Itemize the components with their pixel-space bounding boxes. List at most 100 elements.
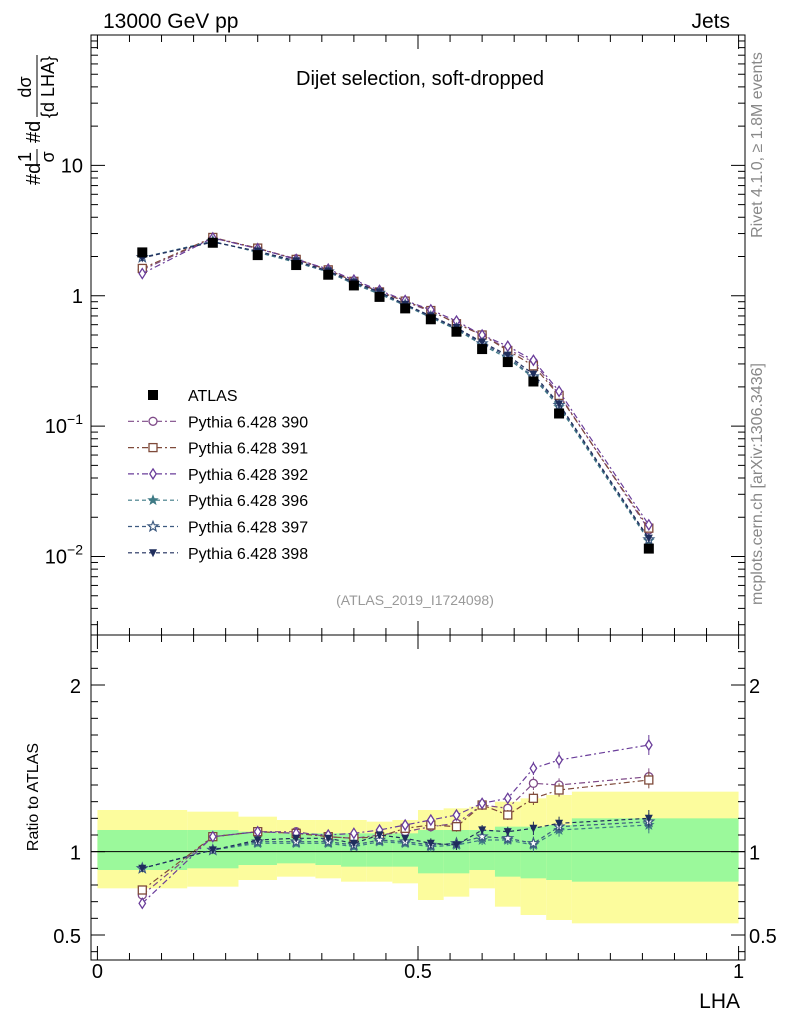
y-label-frac2-num: dσ (15, 76, 35, 97)
ratio-tick-label-left: 1 (70, 843, 81, 865)
analysis-tag: (ATLAS_2019_I1724098) (336, 592, 494, 608)
ratio-point (555, 819, 564, 828)
series-point (529, 354, 538, 367)
ratio-point (478, 826, 487, 835)
legend-item: Pythia 6.428 398 (128, 546, 308, 563)
ratio-point (138, 864, 147, 873)
y-tick-label: 10−2 (45, 542, 83, 569)
atlas-data-point (554, 408, 565, 419)
x-tick-label: 1 (733, 961, 744, 983)
ratio-point (349, 839, 358, 848)
ratio-point (644, 738, 653, 752)
ratio-point (426, 839, 435, 848)
series-point (138, 267, 147, 280)
series-line (142, 237, 650, 531)
legend-marker (148, 442, 158, 453)
ratio-series-pythia-6-428-398 (138, 810, 653, 873)
ratio-point (503, 792, 512, 805)
chart-title: Dijet selection, soft-dropped (296, 68, 544, 90)
series-point (503, 351, 512, 360)
legend-item: Pythia 6.428 391 (128, 441, 308, 458)
legend-label: Pythia 6.428 392 (188, 467, 308, 484)
legend-label: Pythia 6.428 396 (188, 493, 308, 510)
atlas-data (137, 237, 654, 554)
y-label-mid: #d (23, 121, 45, 143)
ratio-axis-ticks: 0.5 0.51 12 20 0.5 1 (53, 635, 777, 983)
ratio-point (529, 824, 538, 833)
ratio-tick-label-right: 1 (749, 843, 760, 865)
main-data-marks (135, 231, 656, 554)
series-pythia-6-428-390 (137, 233, 654, 535)
ratio-point (503, 828, 512, 837)
series-point (529, 370, 538, 379)
ratio-point (555, 753, 564, 767)
ratio-point (528, 793, 539, 803)
atlas-data-point (477, 344, 488, 355)
legend-label: Pythia 6.428 397 (188, 520, 308, 537)
series-point (478, 338, 487, 347)
series-point (555, 385, 564, 398)
stat-uncertainty-band (520, 826, 547, 879)
ratio-point (208, 846, 217, 855)
ratio-point (644, 775, 654, 785)
y-tick-label: 1 (72, 286, 83, 308)
header-right: Jets (691, 10, 730, 33)
ratio-tick-label-right: 0.5 (749, 926, 777, 948)
atlas-data-point (137, 247, 148, 258)
y-tick-label: 10−1 (45, 411, 83, 438)
ratio-point (208, 830, 217, 843)
atlas-data-point (643, 543, 654, 554)
ratio-point (253, 836, 262, 845)
y-label-frac1-num: 1 (15, 152, 35, 162)
side-label-upper: Rivet 4.1.0, ≥ 1.8M events (749, 52, 766, 238)
atlas-data-point (207, 237, 218, 248)
y-axis-label: #d 1 σ #d dσ {d LHA} (15, 55, 58, 185)
legend-marker (148, 416, 158, 426)
main-panel: 10−2 10−1 1 10 Dijet selection, soft-droppe… (15, 34, 746, 636)
series-pythia-6-428-391 (137, 232, 654, 533)
series-line (142, 236, 650, 529)
ratio-point (452, 808, 461, 822)
ratio-uncertainty-bands (97, 791, 739, 924)
x-tick-label: 0.5 (404, 961, 432, 983)
series-point (555, 400, 564, 409)
ratio-point (503, 810, 513, 820)
ratio-point (137, 885, 147, 895)
header-left: 13000 GeV pp (103, 10, 238, 33)
legend-item: Pythia 6.428 396 (128, 493, 308, 510)
atlas-data-point (502, 357, 513, 368)
y-label-prefix: #d (23, 163, 45, 185)
ratio-tick-label-right: 2 (749, 676, 760, 698)
atlas-data-point (348, 280, 359, 291)
legend-item-atlas: ATLAS (148, 388, 238, 405)
ratio-data-marks (135, 735, 656, 910)
legend: ATLAS Pythia 6.428 390 Pythia 6.428 391 Pyt… (128, 388, 308, 563)
legend-marker (149, 549, 157, 558)
atlas-data-point (451, 326, 462, 337)
atlas-data-point (400, 303, 411, 314)
main-axis-ticks: 10−2 10−1 1 10 (45, 35, 745, 635)
atlas-data-point (425, 314, 436, 325)
ratio-point (529, 762, 538, 775)
ratio-point (292, 834, 301, 843)
ratio-point (528, 778, 539, 788)
ratio-point (138, 897, 147, 910)
atlas-data-point (291, 260, 302, 271)
ratio-point (554, 785, 564, 795)
y-label-frac2-den: {d LHA} (38, 56, 58, 118)
ratio-tick-label-left: 0.5 (53, 926, 81, 948)
ratio-series-pythia-6-428-392 (138, 735, 653, 910)
side-label-lower: mcplots.cern.ch [arXiv:1306.3436] (749, 363, 766, 605)
ratio-point (501, 831, 515, 844)
ratio-panel: 0.5 0.51 12 20 0.5 1 Ratio to ATLAS (25, 634, 777, 983)
ratio-point (426, 813, 435, 827)
ratio-point (526, 836, 540, 849)
y-label-frac1-den: σ (38, 151, 58, 162)
ratio-point (451, 822, 462, 832)
legend-label: Pythia 6.428 391 (188, 441, 308, 458)
atlas-data-point (528, 376, 539, 387)
ratio-point (375, 831, 384, 840)
legend-marker (149, 467, 157, 481)
